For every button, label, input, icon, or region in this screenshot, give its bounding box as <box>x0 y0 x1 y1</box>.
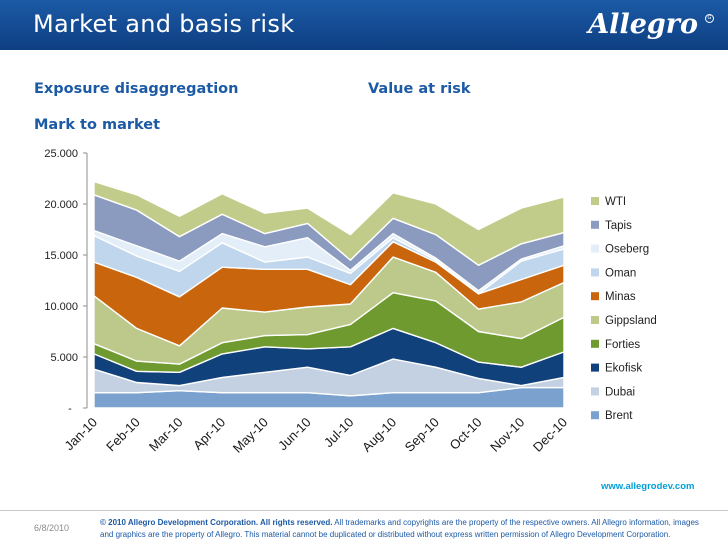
copyright-bold: © 2010 Allegro Development Corporation. … <box>100 518 333 527</box>
legend-swatch <box>591 387 599 396</box>
legend-label: Brent <box>605 410 633 422</box>
x-tick-label: Jan-10 <box>61 415 100 454</box>
legend-label: Oseberg <box>605 244 649 256</box>
legend-swatch <box>591 244 599 253</box>
copyright-notice: © 2010 Allegro Development Corporation. … <box>100 517 712 541</box>
legend-label: Minas <box>605 291 636 303</box>
x-tick-label: Jul-10 <box>321 415 357 451</box>
legend-swatch <box>591 220 599 229</box>
stacked-area-chart: - 5.000 10.000 15.000 20.000 25.000 Jan-10 Feb-… <box>44 148 657 456</box>
x-tick-label: Nov-10 <box>487 415 527 455</box>
y-tick-label: 20.000 <box>44 199 78 211</box>
area-wti <box>93 180 565 266</box>
legend-label: Ekofisk <box>605 363 642 375</box>
y-tick-label: 10.000 <box>44 301 78 313</box>
legend-label: Oman <box>605 267 636 279</box>
legend-swatch <box>591 316 599 324</box>
x-tick-label: Sep-10 <box>402 415 442 455</box>
var-label: Value at risk <box>368 81 471 97</box>
footer-date: 6/8/2010 <box>34 523 70 533</box>
x-tick-label: May-10 <box>230 415 271 456</box>
y-tick-label: 5.000 <box>50 352 78 364</box>
legend-label: Gippsland <box>605 315 657 327</box>
allegro-logo: Allegro <box>588 9 698 40</box>
header-bar: Market and basis risk Allegro G <box>0 0 728 50</box>
x-tick-label: Mar-10 <box>146 415 186 455</box>
footer-divider <box>0 510 728 511</box>
legend-label: Dubai <box>605 386 635 398</box>
legend-swatch <box>591 292 599 301</box>
copyright-text: All trademarks and copyrights are the pr… <box>100 518 699 539</box>
x-tick-label: Oct-10 <box>446 415 484 453</box>
logo-mark-icon: G <box>705 14 714 23</box>
x-tick-label: Apr-10 <box>190 415 228 453</box>
legend-swatch <box>591 268 599 277</box>
exposure-label: Exposure disaggregation <box>34 81 239 97</box>
x-tick-label: Dec-10 <box>530 415 570 455</box>
x-tick-label: Jun-10 <box>275 415 314 454</box>
x-tick-label: Aug-10 <box>359 415 399 455</box>
website-url[interactable]: www.allegrodev.com <box>601 481 695 492</box>
legend-swatch <box>591 197 599 205</box>
legend-label: WTI <box>605 196 626 208</box>
x-tick-label: Feb-10 <box>103 415 143 455</box>
y-tick-label: 25.000 <box>44 148 78 160</box>
y-tick-label: - <box>68 403 72 415</box>
y-tick-label: 15.000 <box>44 250 78 262</box>
mtm-label: Mark to market <box>34 117 161 133</box>
legend-label: Forties <box>605 339 640 351</box>
legend-swatch <box>591 339 599 348</box>
page-title: Market and basis risk <box>33 10 295 38</box>
legend-swatch <box>591 363 599 372</box>
legend-swatch <box>591 411 599 420</box>
legend-label: Tapis <box>605 220 632 232</box>
